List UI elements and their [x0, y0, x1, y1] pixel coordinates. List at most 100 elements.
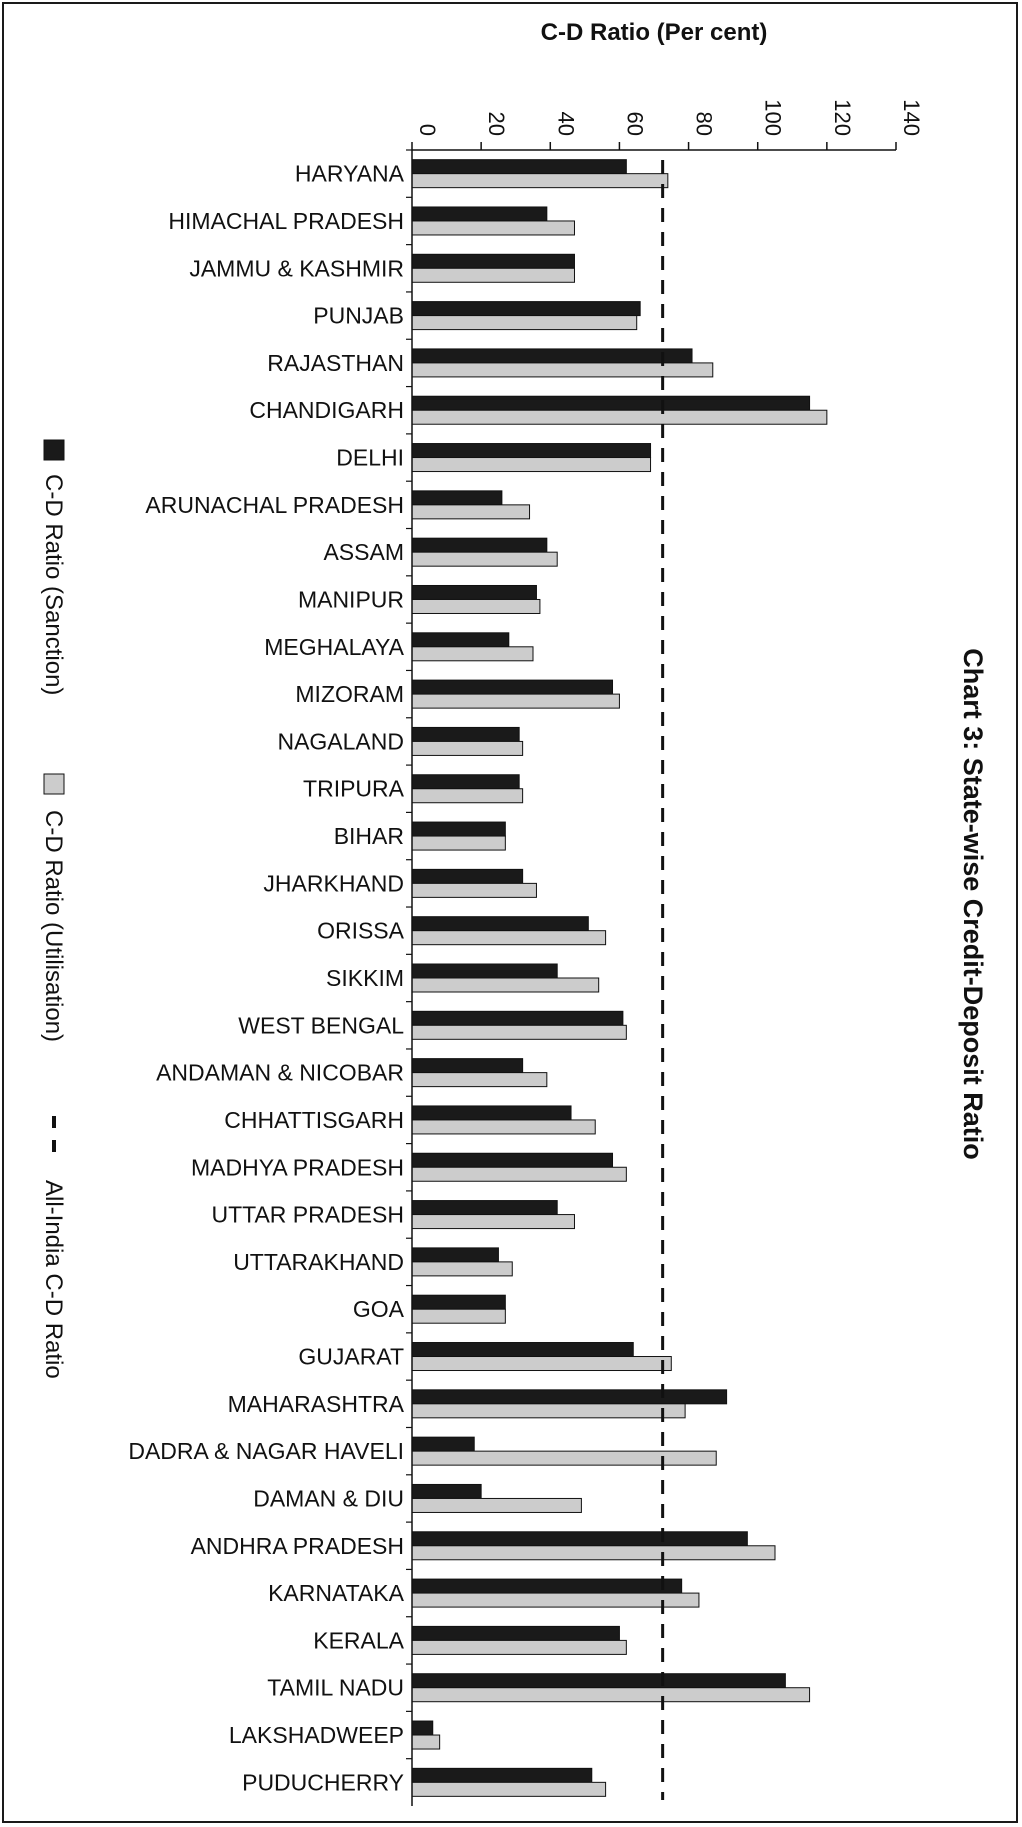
bar-sanction	[411, 490, 503, 506]
bar-utilisation	[411, 173, 669, 189]
x-tick-label: 140	[899, 99, 924, 136]
category-label: CHANDIGARH	[249, 397, 404, 423]
bar-sanction	[411, 1010, 624, 1026]
legend-label-utilisation: C-D Ratio (Utilisation)	[40, 810, 67, 1042]
category-label: TRIPURA	[303, 776, 405, 802]
category-label: DAMAN & DIU	[253, 1485, 404, 1511]
bar-sanction	[411, 774, 520, 790]
bar-sanction	[411, 1673, 786, 1689]
legend-label-sanction: C-D Ratio (Sanction)	[40, 474, 67, 695]
bar-sanction	[411, 1483, 482, 1499]
x-tick-label: 100	[761, 99, 786, 136]
x-tick-label: 60	[622, 112, 647, 136]
bar-sanction	[411, 1720, 434, 1736]
bar-sanction	[411, 868, 524, 884]
x-axis-title: C-D Ratio (Per cent)	[541, 19, 768, 46]
category-label: MADHYA PRADESH	[191, 1154, 404, 1180]
bar-utilisation	[411, 362, 714, 378]
bar-utilisation	[411, 693, 620, 709]
bar-utilisation	[411, 1734, 441, 1750]
bar-sanction	[411, 821, 506, 837]
category-label: GUJARAT	[298, 1344, 404, 1370]
bar-utilisation	[411, 1072, 548, 1088]
category-label: SIKKIM	[326, 965, 404, 991]
category-label: ASSAM	[323, 539, 404, 565]
bar-utilisation	[411, 504, 531, 520]
bar-utilisation	[411, 1545, 776, 1561]
bar-utilisation	[411, 1403, 686, 1419]
bar-utilisation	[411, 1166, 627, 1182]
bar-sanction	[411, 395, 811, 411]
bar-utilisation	[411, 1356, 672, 1372]
bar-utilisation	[411, 1308, 506, 1324]
bar-utilisation	[411, 882, 537, 898]
category-layer: HARYANA HIMACHAL PRADESH JAMMU & KASHMIR PU…	[128, 149, 412, 1795]
bar-utilisation	[411, 646, 534, 662]
bar-sanction	[411, 1389, 728, 1405]
bar-sanction	[411, 1058, 524, 1074]
bar-utilisation	[411, 1687, 811, 1703]
bar-utilisation	[411, 930, 607, 946]
bar-utilisation	[411, 1214, 575, 1230]
bar-utilisation	[411, 315, 638, 331]
category-label: JHARKHAND	[263, 870, 404, 896]
bar-utilisation	[411, 1261, 513, 1277]
category-label: LAKSHADWEEP	[229, 1722, 404, 1748]
category-label: PUNJAB	[313, 303, 404, 329]
legend: C-D Ratio (Sanction) C-D Ratio (Utilisati…	[40, 439, 67, 1379]
category-label: CHHATTISGARH	[224, 1107, 404, 1133]
bar-sanction	[411, 679, 614, 695]
bar-utilisation	[411, 740, 524, 756]
bar-sanction	[411, 159, 627, 175]
category-label: RAJASTHAN	[267, 350, 404, 376]
bar-sanction	[411, 1247, 499, 1263]
bar-sanction	[411, 1200, 558, 1216]
category-label: UTTAR PRADESH	[211, 1202, 404, 1228]
bar-sanction	[411, 1342, 634, 1358]
category-label: GOA	[353, 1296, 405, 1322]
tick-layer: 0 20 40 60 80 100 120 140	[411, 99, 924, 150]
category-label: ANDAMAN & NICOBAR	[156, 1060, 404, 1086]
category-label: HIMACHAL PRADESH	[168, 208, 404, 234]
bar-sanction	[411, 726, 520, 742]
category-label: ORISSA	[317, 918, 405, 944]
category-label: ANDHRA PRADESH	[191, 1533, 404, 1559]
bar-utilisation	[411, 1639, 627, 1655]
category-label: UTTARAKHAND	[233, 1249, 404, 1275]
bar-utilisation	[411, 457, 652, 473]
category-label: KERALA	[313, 1627, 404, 1653]
bar-sanction	[411, 963, 558, 979]
bar-sanction	[411, 1294, 506, 1310]
bar-utilisation	[411, 220, 575, 236]
category-label: PUDUCHERRY	[242, 1769, 404, 1795]
category-label: NAGALAND	[277, 728, 404, 754]
bar-sanction	[411, 1531, 748, 1547]
bar-utilisation	[411, 267, 575, 283]
bar-sanction	[411, 537, 548, 553]
bar-sanction	[411, 443, 652, 459]
category-label: MIZORAM	[295, 681, 404, 707]
bar-sanction	[411, 1578, 683, 1594]
bar-sanction	[411, 1105, 572, 1121]
category-label: TAMIL NADU	[267, 1675, 404, 1701]
legend-swatch-sanction	[43, 439, 65, 461]
bar-sanction	[411, 1152, 614, 1168]
bar-utilisation	[411, 788, 524, 804]
category-label: JAMMU & KASHMIR	[189, 255, 404, 281]
category-label: WEST BENGAL	[238, 1012, 404, 1038]
x-tick-label: 120	[830, 99, 855, 136]
bar-sanction	[411, 1767, 593, 1783]
x-tick-label: 40	[553, 112, 578, 136]
bar-utilisation	[411, 409, 828, 425]
chart-canvas: C-D Ratio (Per cent) Chart 3: State-wise…	[40, 19, 988, 1806]
category-label: KARNATAKA	[268, 1580, 405, 1606]
legend-swatch-utilisation	[43, 773, 65, 795]
chart-title: Chart 3: State-wise Credit-Deposit Ratio	[958, 648, 988, 1160]
bar-sanction	[411, 1625, 620, 1641]
category-label: HARYANA	[295, 161, 405, 187]
legend-label-reference: All-India C-D Ratio	[40, 1180, 67, 1379]
bar-utilisation	[411, 598, 541, 614]
bar-utilisation	[411, 1024, 627, 1040]
bar-utilisation	[411, 1450, 717, 1466]
